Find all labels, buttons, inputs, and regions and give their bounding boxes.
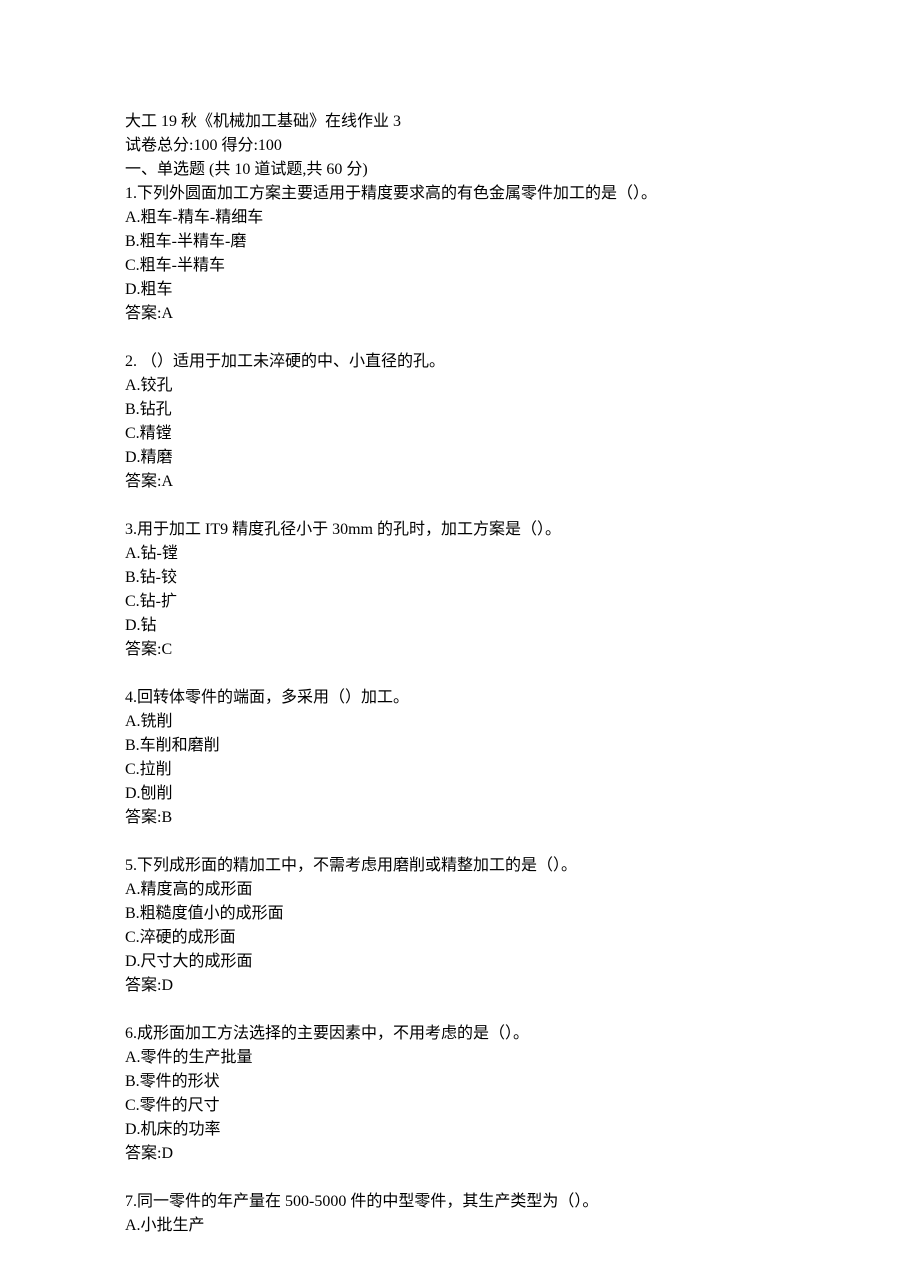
question-stem: 4.回转体零件的端面，多采用（）加工。 [125,686,795,710]
answer: 答案:B [125,806,795,830]
question-stem: 2. （）适用于加工未淬硬的中、小直径的孔。 [125,350,795,374]
option-a: A.精度高的成形面 [125,878,795,902]
question-3: 3.用于加工 IT9 精度孔径小于 30mm 的孔时，加工方案是（）。 A.钻-… [125,518,795,662]
option-b: B.车削和磨削 [125,734,795,758]
answer: 答案:A [125,470,795,494]
question-6: 6.成形面加工方法选择的主要因素中，不用考虑的是（）。 A.零件的生产批量 B.… [125,1022,795,1166]
answer: 答案:A [125,302,795,326]
question-stem: 3.用于加工 IT9 精度孔径小于 30mm 的孔时，加工方案是（）。 [125,518,795,542]
option-c: C.淬硬的成形面 [125,926,795,950]
option-c: C.零件的尺寸 [125,1094,795,1118]
option-d: D.尺寸大的成形面 [125,950,795,974]
option-b: B.钻-铰 [125,566,795,590]
question-2: 2. （）适用于加工未淬硬的中、小直径的孔。 A.铰孔 B.钻孔 C.精镗 D.… [125,350,795,494]
section-title: 一、单选题 (共 10 道试题,共 60 分) [125,158,795,182]
answer: 答案:D [125,1142,795,1166]
question-stem: 5.下列成形面的精加工中，不需考虑用磨削或精整加工的是（）。 [125,854,795,878]
option-d: D.机床的功率 [125,1118,795,1142]
question-4: 4.回转体零件的端面，多采用（）加工。 A.铣削 B.车削和磨削 C.拉削 D.… [125,686,795,830]
option-a: A.零件的生产批量 [125,1046,795,1070]
option-b: B.粗车-半精车-磨 [125,230,795,254]
option-a: A.粗车-精车-精细车 [125,206,795,230]
question-stem: 1.下列外圆面加工方案主要适用于精度要求高的有色金属零件加工的是（）。 [125,182,795,206]
option-b: B.钻孔 [125,398,795,422]
answer: 答案:C [125,638,795,662]
question-stem: 7.同一零件的年产量在 500-5000 件的中型零件，其生产类型为（）。 [125,1190,795,1214]
option-c: C.拉削 [125,758,795,782]
option-c: C.钻-扩 [125,590,795,614]
option-a: A.小批生产 [125,1214,795,1238]
answer: 答案:D [125,974,795,998]
option-a: A.铣削 [125,710,795,734]
option-c: C.精镗 [125,422,795,446]
option-d: D.粗车 [125,278,795,302]
question-7: 7.同一零件的年产量在 500-5000 件的中型零件，其生产类型为（）。 A.… [125,1190,795,1238]
document-title: 大工 19 秋《机械加工基础》在线作业 3 [125,110,795,134]
option-d: D.精磨 [125,446,795,470]
option-d: D.刨削 [125,782,795,806]
question-1: 1.下列外圆面加工方案主要适用于精度要求高的有色金属零件加工的是（）。 A.粗车… [125,182,795,326]
option-b: B.零件的形状 [125,1070,795,1094]
score-line: 试卷总分:100 得分:100 [125,134,795,158]
option-c: C.粗车-半精车 [125,254,795,278]
question-5: 5.下列成形面的精加工中，不需考虑用磨削或精整加工的是（）。 A.精度高的成形面… [125,854,795,998]
option-d: D.钻 [125,614,795,638]
option-a: A.铰孔 [125,374,795,398]
option-a: A.钻-镗 [125,542,795,566]
option-b: B.粗糙度值小的成形面 [125,902,795,926]
question-stem: 6.成形面加工方法选择的主要因素中，不用考虑的是（）。 [125,1022,795,1046]
